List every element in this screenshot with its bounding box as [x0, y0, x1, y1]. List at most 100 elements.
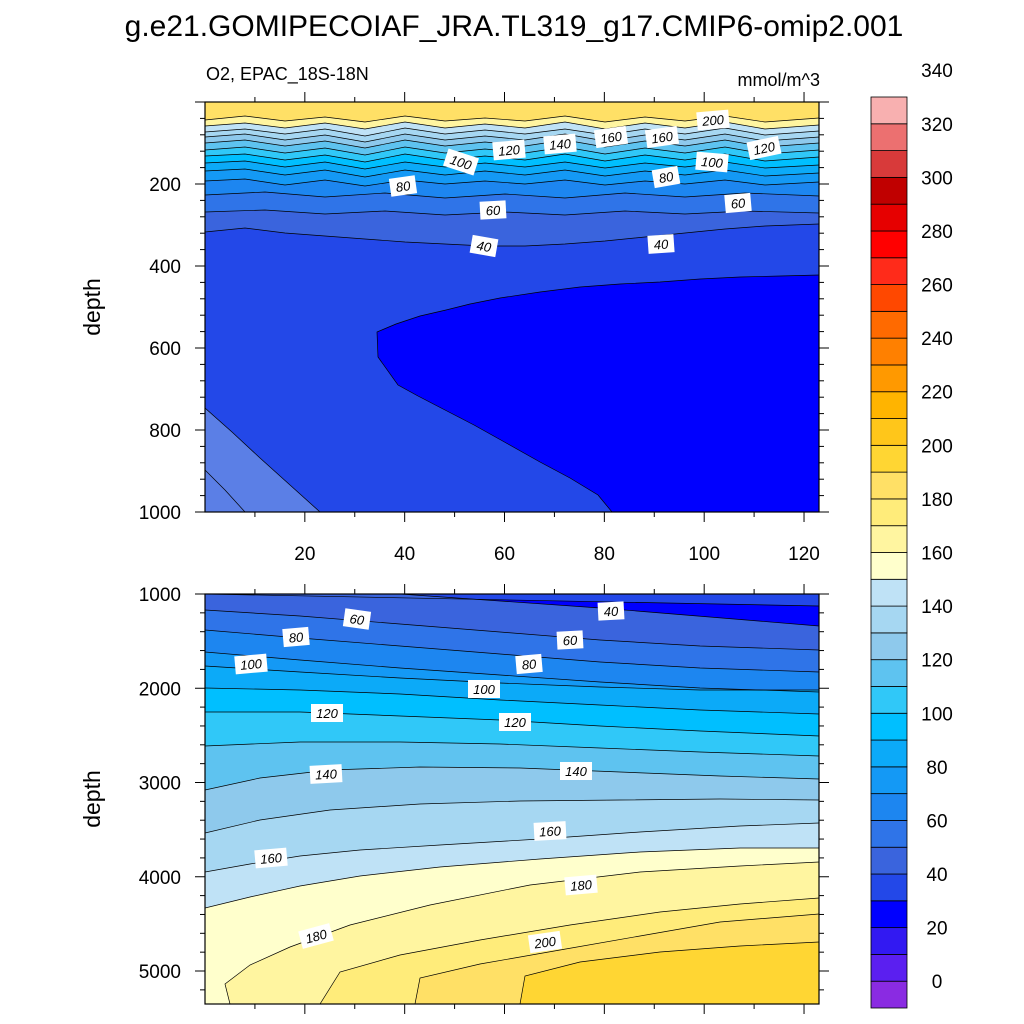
- upper-contour-label: 80: [388, 175, 418, 197]
- upper-contour-label: 120: [746, 135, 782, 161]
- colorbar-swatch: [870, 552, 908, 580]
- colorbar-swatch: [870, 739, 908, 768]
- colorbar-swatch: [870, 766, 908, 795]
- upper-contour-label: 160: [644, 125, 680, 149]
- lower-y-tick-label: 2000: [139, 679, 181, 700]
- upper-contour-line: [205, 133, 819, 143]
- colorbar-swatch: [870, 605, 908, 634]
- lower-contour-label: 40: [597, 601, 625, 621]
- lower-contour-label: 120: [499, 713, 531, 731]
- contour-label-text: 140: [565, 764, 587, 779]
- colorbar-tick-label: 300: [921, 168, 953, 189]
- upper-plot-frame: [204, 101, 820, 513]
- colorbar-tick-label: 20: [926, 919, 947, 940]
- contour-label-text: 100: [240, 656, 264, 673]
- colorbar-swatch: [870, 284, 908, 312]
- contour-label-text: 100: [473, 682, 495, 697]
- colorbar-swatch: [870, 150, 908, 178]
- colorbar-swatch: [870, 257, 908, 285]
- upper-contour-line: [205, 178, 819, 187]
- colorbar-tick-label: 80: [926, 758, 947, 779]
- upper-x-tick-label: 20: [294, 544, 315, 565]
- lower-contour-line: [205, 847, 819, 909]
- colorbar-tick-label: 0: [932, 972, 943, 993]
- contour-label-text: 160: [539, 823, 562, 839]
- lower-contour-label: 180: [298, 923, 334, 949]
- upper-contour-label: 160: [593, 125, 629, 149]
- colorbar-tick-label: 260: [921, 276, 953, 297]
- colorbar-tick-label: 240: [921, 329, 953, 350]
- colorbar-swatch: [870, 364, 908, 393]
- colorbar-tick-label: 320: [921, 115, 953, 136]
- upper-contour-line: [205, 407, 321, 512]
- contour-label-text: 160: [599, 128, 623, 146]
- lower-contour-line: [205, 798, 819, 834]
- lower-contour-line: [205, 594, 819, 607]
- lower-contour-label: 180: [564, 874, 598, 896]
- contour-label-text: 120: [316, 706, 338, 721]
- lower-y-tick-label: 3000: [139, 774, 181, 795]
- contour-label-text: 100: [448, 152, 474, 173]
- contour-label-text: 200: [701, 112, 726, 129]
- colorbar-swatch: [870, 96, 908, 125]
- contour-label-text: 120: [498, 142, 522, 159]
- colorbar-tick-label: 280: [921, 222, 953, 243]
- lower-contour-line: [205, 741, 819, 757]
- contour-label-text: 60: [730, 195, 746, 211]
- upper-contour-label: 80: [651, 165, 681, 189]
- contour-label-text: 40: [475, 238, 493, 255]
- colorbar-swatch: [870, 820, 908, 848]
- upper-contour-label: 100: [443, 148, 479, 176]
- colorbar-swatch: [870, 900, 908, 929]
- upper-contour-label: 60: [479, 200, 507, 220]
- colorbar-tick-label: 100: [921, 704, 953, 725]
- colorbar-tick-label: 120: [921, 651, 953, 672]
- upper-contour-line: [205, 191, 819, 199]
- colorbar-swatch: [870, 123, 908, 151]
- colorbar-tick-label: 160: [921, 544, 953, 565]
- lower-contour-line: [205, 609, 819, 651]
- lower-contour-line: [205, 766, 819, 791]
- colorbar-tick-label: 200: [921, 436, 953, 457]
- colorbar-tick-label: 340: [921, 61, 953, 82]
- colorbar-swatch: [870, 686, 908, 714]
- upper-contour-labels: 200 160 160 140 120 120 100 100 80 80 60…: [388, 109, 782, 258]
- upper-contour-line: [205, 223, 819, 247]
- lower-contour-label: 60: [556, 630, 584, 650]
- contour-label-text: 80: [395, 178, 412, 195]
- lower-fill-layers: [205, 594, 819, 1004]
- contour-label-text: 140: [315, 766, 338, 782]
- lower-y-tick-label: 1000: [139, 585, 181, 606]
- lower-panel: 60 40 80 60 100 80 100 120 120 140 140 1…: [79, 584, 829, 1014]
- colorbar-swatch: [870, 954, 908, 982]
- lower-contour-label: 80: [282, 626, 310, 648]
- upper-y-tick-label: 1000: [139, 503, 181, 524]
- colorbar: 0 20 40 60 80 100 120 140 160 180 200 220 240 260 280 3…: [870, 61, 953, 1009]
- colorbar-swatch: [870, 176, 908, 205]
- contour-label-text: 200: [532, 933, 557, 951]
- lower-fill-210: [520, 942, 819, 1004]
- colorbar-swatch: [870, 203, 908, 232]
- upper-fill-30: [377, 275, 819, 512]
- contour-label-text: 100: [700, 154, 724, 171]
- lower-contour-label: 100: [468, 680, 500, 698]
- lower-contour-label: 160: [254, 847, 288, 869]
- lower-axis: 1000 2000 3000 4000 5000: [139, 584, 829, 1014]
- upper-x-tick-label: 100: [688, 544, 720, 565]
- contour-label-text: 160: [260, 850, 284, 867]
- upper-x-tick-label: 60: [494, 544, 515, 565]
- lower-contour-label: 200: [527, 930, 563, 954]
- upper-y-axis-title: depth: [79, 278, 105, 336]
- colorbar-swatch: [870, 337, 908, 366]
- colorbar-swatch: [870, 391, 908, 419]
- left-string: O2, EPAC_18S-18N: [206, 64, 369, 85]
- colorbar-swatch: [870, 525, 908, 553]
- upper-contour-label: 120: [492, 139, 526, 161]
- lower-contour-labels: 60 40 80 60 100 80 100 120 120 140 140 1…: [234, 601, 625, 954]
- upper-contour-label: 140: [543, 133, 577, 155]
- colorbar-swatch: [870, 310, 908, 339]
- colorbar-tick-label: 220: [921, 383, 953, 404]
- units-string: mmol/m^3: [738, 70, 820, 90]
- upper-y-tick-label: 400: [149, 257, 181, 278]
